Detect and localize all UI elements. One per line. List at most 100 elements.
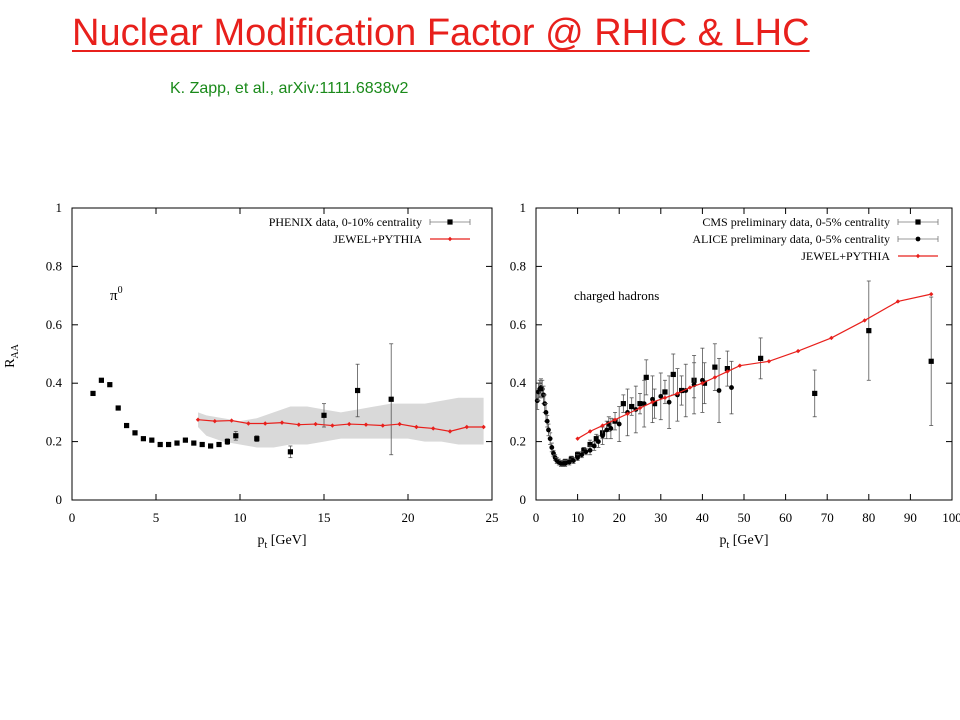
series-0 bbox=[562, 280, 934, 466]
x-tick-label: 80 bbox=[862, 510, 875, 525]
data-point bbox=[679, 387, 685, 394]
data-point bbox=[566, 459, 572, 465]
legend-marker bbox=[915, 253, 921, 259]
data-point bbox=[98, 377, 104, 383]
data-point bbox=[543, 410, 549, 415]
data-point bbox=[716, 388, 722, 393]
data-point bbox=[620, 401, 626, 407]
y-tick-label: 0.4 bbox=[46, 375, 63, 390]
data-point bbox=[700, 381, 705, 386]
data-point bbox=[330, 423, 335, 428]
data-point bbox=[296, 422, 301, 427]
data-point bbox=[279, 420, 285, 425]
data-point bbox=[593, 436, 599, 442]
series-line bbox=[577, 293, 932, 440]
data-point bbox=[612, 417, 618, 422]
data-point bbox=[321, 412, 327, 418]
data-point bbox=[254, 436, 260, 442]
data-point bbox=[539, 386, 545, 392]
x-tick-label: 60 bbox=[779, 510, 792, 525]
legend-marker bbox=[915, 236, 921, 242]
x-tick-label: 10 bbox=[571, 510, 584, 525]
y-tick-label: 0.6 bbox=[46, 317, 63, 332]
data-point bbox=[641, 401, 647, 407]
data-point bbox=[651, 401, 658, 407]
annotation: charged hadrons bbox=[574, 288, 659, 303]
data-point bbox=[637, 401, 643, 407]
data-point bbox=[124, 422, 130, 429]
data-point bbox=[431, 426, 436, 431]
data-point bbox=[666, 399, 672, 405]
data-point bbox=[313, 421, 318, 427]
data-point bbox=[115, 405, 121, 411]
legend: PHENIX data, 0-10% centrality JEWEL+PYTHI… bbox=[269, 215, 471, 246]
legend-label: ALICE preliminary data, 0-5% centrality bbox=[692, 232, 890, 246]
data-point bbox=[737, 363, 743, 368]
data-point bbox=[587, 441, 593, 448]
data-point bbox=[229, 418, 234, 423]
data-point bbox=[650, 396, 655, 402]
data-point bbox=[583, 449, 589, 455]
data-point bbox=[140, 436, 146, 442]
data-point bbox=[862, 318, 867, 323]
x-tick-label: 70 bbox=[821, 510, 834, 525]
x-tick-label: 30 bbox=[654, 510, 667, 525]
data-point bbox=[600, 423, 605, 428]
data-point bbox=[212, 418, 217, 424]
y-tick-label: 0.6 bbox=[510, 317, 527, 332]
data-point bbox=[643, 374, 649, 380]
data-point bbox=[549, 445, 555, 450]
data-point bbox=[157, 441, 163, 448]
data-point bbox=[766, 359, 772, 364]
data-point bbox=[575, 436, 580, 441]
slide-title: Nuclear Modification Factor @ RHIC & LHC bbox=[72, 12, 810, 54]
data-point bbox=[571, 458, 576, 463]
series-0 bbox=[90, 343, 394, 459]
chart-lhc-cms-alice: 0 10 20 30 40 50 60 70 80 90 100 0 0.2 0.4 0.6 0.8 1 pt [… bbox=[510, 200, 960, 551]
y-tick-label: 0 bbox=[520, 492, 527, 507]
x-tick-label: 20 bbox=[613, 510, 626, 525]
data-point bbox=[662, 395, 668, 400]
x-tick-label: 100 bbox=[942, 510, 960, 525]
legend-label: JEWEL+PYTHIA bbox=[333, 232, 422, 246]
data-point bbox=[795, 348, 801, 354]
data-point bbox=[812, 390, 818, 397]
data-point bbox=[758, 355, 764, 361]
x-tick-label: 15 bbox=[318, 510, 331, 525]
y-tick-label: 0.8 bbox=[46, 258, 62, 273]
data-point bbox=[224, 439, 230, 445]
data-point bbox=[606, 421, 612, 427]
data-point bbox=[670, 371, 676, 378]
y-tick-label: 0 bbox=[56, 492, 63, 507]
plot-frame bbox=[71, 207, 493, 501]
data-point bbox=[650, 399, 655, 405]
data-point bbox=[464, 424, 469, 430]
data-point bbox=[712, 375, 718, 380]
x-axis-label: pt [GeV] bbox=[257, 533, 306, 551]
annotation: π0 bbox=[110, 285, 123, 304]
data-point bbox=[596, 439, 601, 444]
data-point bbox=[700, 377, 705, 383]
data-point bbox=[866, 328, 872, 334]
legend-label: PHENIX data, 0-10% centrality bbox=[269, 215, 422, 229]
series-line bbox=[197, 419, 484, 432]
data-point bbox=[581, 447, 587, 453]
data-point bbox=[629, 403, 635, 410]
data-point bbox=[363, 422, 369, 427]
data-point bbox=[579, 452, 585, 458]
data-point bbox=[195, 417, 201, 422]
data-point bbox=[895, 299, 901, 304]
data-point bbox=[829, 335, 834, 341]
legend-label: JEWEL+PYTHIA bbox=[801, 249, 890, 263]
data-point bbox=[107, 382, 113, 388]
data-point bbox=[544, 418, 550, 424]
data-point bbox=[575, 455, 580, 461]
slide-citation: K. Zapp, et al., arXiv:1111.6838v2 bbox=[170, 80, 409, 97]
data-point bbox=[600, 433, 605, 439]
data-point bbox=[616, 421, 622, 427]
y-tick-label: 0.4 bbox=[510, 375, 527, 390]
x-axis-label: pt [GeV] bbox=[719, 533, 768, 551]
x-tick-label: 0 bbox=[69, 510, 76, 525]
data-point bbox=[591, 443, 597, 449]
